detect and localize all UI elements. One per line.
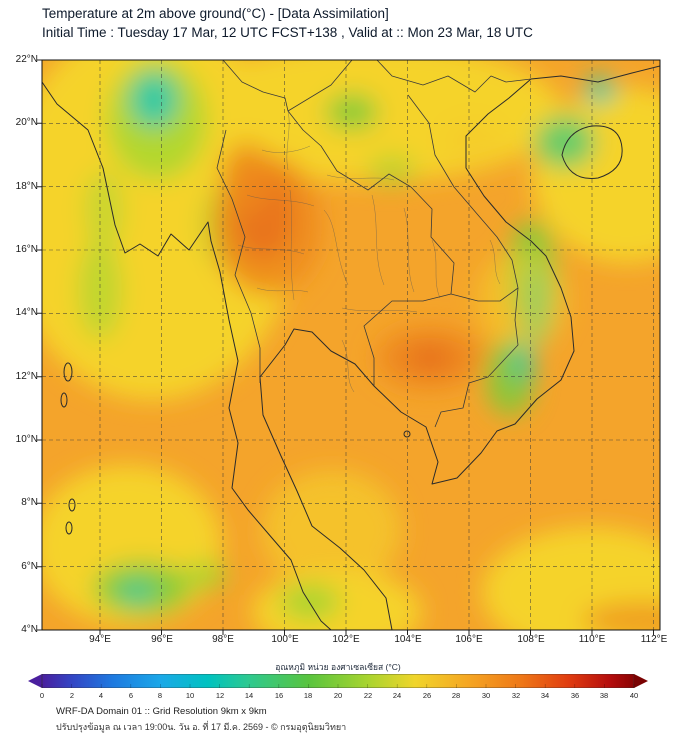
lon-tick-label: 104°E (394, 634, 422, 645)
footer-domain-info: WRF-DA Domain 01 :: Grid Resolution 9km … (56, 706, 267, 717)
lat-tick-label: 12°N (15, 371, 38, 382)
colorbar-tick-label: 24 (392, 691, 402, 700)
map-frame (41, 59, 661, 631)
gridlines (42, 60, 660, 630)
colorbar-tick-label: 2 (69, 691, 75, 700)
colorbar-tick-label: 34 (540, 691, 550, 700)
lat-tick-label: 18°N (15, 181, 38, 192)
lon-tick-label: 106°E (455, 634, 483, 645)
lon-tick-label: 102°E (332, 634, 360, 645)
colorbar-tick-label: 20 (333, 691, 343, 700)
coastline-path (42, 65, 660, 630)
colorbar-tick-label: 30 (481, 691, 491, 700)
lat-tick-label: 10°N (15, 434, 38, 445)
lat-tick-label: 22°N (15, 54, 38, 65)
colorbar-tick-label: 40 (629, 691, 639, 700)
colorbar-tick-label: 36 (570, 691, 580, 700)
map-subtitle: Initial Time : Tuesday 17 Mar, 12 UTC FC… (42, 25, 533, 40)
colorbar-right-arrow (634, 674, 648, 688)
lon-tick-label: 112°E (640, 634, 668, 645)
lon-tick-label: 96°E (151, 634, 173, 645)
lon-tick-label: 110°E (578, 634, 606, 645)
colorbar-tick-label: 8 (157, 691, 163, 700)
colorbar-tick-label: 38 (599, 691, 609, 700)
lat-tick-label: 6°N (21, 561, 38, 572)
temperature-map (37, 59, 661, 635)
colorbar-tick-label: 14 (244, 691, 254, 700)
colorbar-tick-label: 10 (185, 691, 195, 700)
colorbar-left-arrow (28, 674, 42, 688)
colorbar-tick-label: 18 (303, 691, 313, 700)
footer-update-info: ปรับปรุงข้อมูล ณ เวลา 19:00น. วัน อ. ที่… (56, 722, 347, 732)
colorbar-tick-label: 6 (128, 691, 134, 700)
colorbar-tick-label: 0 (39, 691, 45, 700)
colorbar-tick-marks (41, 684, 635, 688)
map-title: Temperature at 2m above ground(°C) - [Da… (42, 6, 389, 21)
lon-tick-label: 108°E (517, 634, 545, 645)
lat-tick-label: 20°N (15, 117, 38, 128)
lat-tick-label: 8°N (21, 497, 38, 508)
colorbar-tick-label: 32 (511, 691, 521, 700)
province-border-path (237, 110, 501, 393)
colorbar-tick-label: 26 (422, 691, 432, 700)
lon-tick-label: 98°E (212, 634, 234, 645)
colorbar-label: อุณหภูมิ หน่วย องศาเซลเซียส (°C) (275, 662, 401, 672)
colorbar-tick-label: 22 (363, 691, 373, 700)
colorbar-tick-label: 12 (215, 691, 225, 700)
lon-tick-label: 94°E (89, 634, 111, 645)
colorbar-tick-label: 28 (451, 691, 461, 700)
lat-tick-label: 14°N (15, 307, 38, 318)
temperature-field (42, 60, 660, 630)
colorbar-tick-label: 16 (274, 691, 284, 700)
lon-tick-label: 100°E (271, 634, 299, 645)
lat-tick-label: 4°N (21, 624, 38, 635)
colorbar (28, 674, 648, 688)
colorbar-tick-label: 4 (98, 691, 104, 700)
lat-tick-label: 16°N (15, 244, 38, 255)
axis-ticks (37, 59, 654, 635)
